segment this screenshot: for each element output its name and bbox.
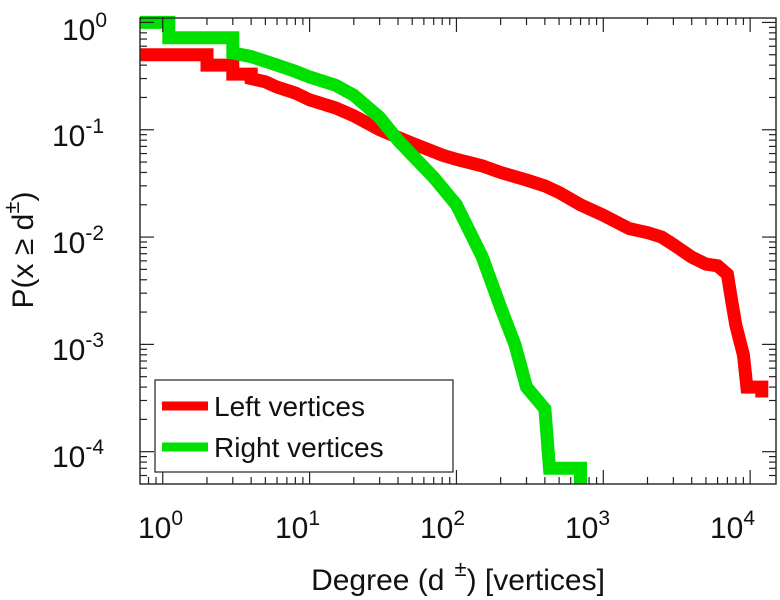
y-axis-label: P(x ≥ d±) [0, 192, 40, 309]
legend-label-right: Right vertices [214, 432, 384, 463]
y-tick-label-3: 10-3 [52, 329, 104, 367]
plot-frame [139, 17, 777, 485]
y-tick-label-4: 10-4 [52, 436, 104, 474]
series-line-left-vertices [140, 48, 769, 398]
x-tick-label-0: 100 [138, 507, 183, 545]
y-tick-label-2: 10-2 [52, 222, 104, 260]
x-tick-label-2: 102 [420, 507, 465, 545]
y-tick-label-0: 100 [62, 9, 107, 47]
legend: Left vertices Right vertices [154, 379, 454, 473]
legend-label-left: Left vertices [214, 391, 365, 422]
major-ticks [140, 18, 776, 484]
y-tick-label-1: 10-1 [52, 115, 104, 153]
x-tick-labels: 100 101 102 103 104 [138, 507, 755, 545]
x-axis-label: Degree (d ±) [vertices] [311, 556, 605, 597]
x-tick-label-4: 104 [710, 507, 755, 545]
y-tick-labels: 100 10-1 10-2 10-3 10-4 [52, 9, 107, 474]
legend-box [154, 379, 454, 473]
series-layer [140, 15, 769, 484]
series-line-right-vertices [140, 15, 587, 484]
minor-ticks [140, 18, 776, 484]
x-tick-label-1: 101 [275, 507, 320, 545]
x-tick-label-3: 103 [565, 507, 610, 545]
